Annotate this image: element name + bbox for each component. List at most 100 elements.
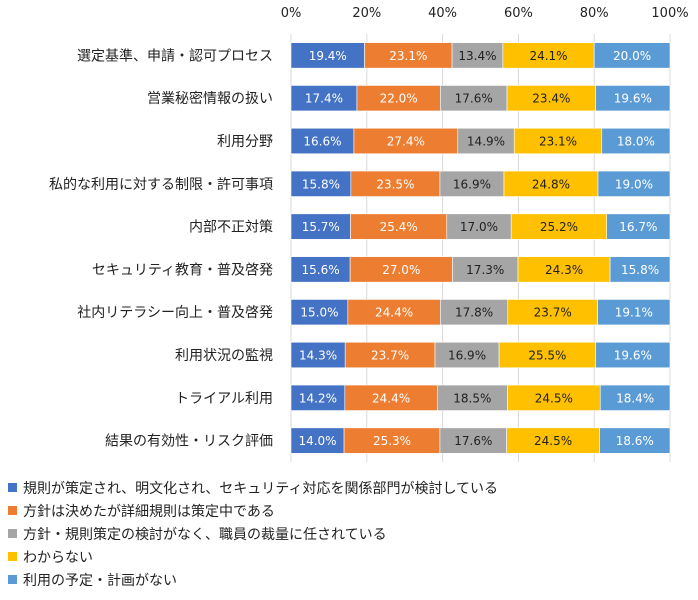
bar-segment	[436, 384, 508, 411]
data-label: 27.0%	[382, 263, 420, 277]
data-label: 16.6%	[303, 135, 341, 149]
data-label: 18.6%	[616, 434, 654, 448]
data-label: 19.6%	[614, 92, 652, 106]
category-label: 内部不正対策	[189, 219, 273, 236]
data-label: 24.4%	[372, 391, 410, 405]
legend: 規則が策定され、明文化され、セキュリティ対応を関係部門が検討している方針は決めた…	[8, 476, 498, 591]
bar-segment	[290, 127, 355, 155]
bar-segment	[609, 256, 671, 283]
category-label: 選定基準、申請・認可プロセス	[77, 47, 273, 64]
data-label: 15.0%	[300, 306, 338, 320]
data-label: 19.4%	[309, 49, 347, 63]
data-label: 24.5%	[535, 391, 573, 405]
bar-segment	[597, 170, 671, 197]
bar-segment	[606, 213, 671, 240]
data-label: 19.0%	[615, 177, 653, 191]
bar-segment	[364, 42, 453, 69]
bar-segment	[290, 384, 346, 411]
data-label: 27.4%	[387, 135, 425, 149]
bar-segment	[513, 127, 603, 155]
bar-segment	[457, 127, 515, 155]
data-label: 23.4%	[532, 92, 570, 106]
data-label: 24.4%	[375, 306, 413, 320]
legend-label: 利用の予定・計画がない	[23, 572, 177, 589]
category-label: 利用分野	[217, 134, 273, 150]
data-label: 24.8%	[532, 177, 570, 191]
legend-item: わからない	[8, 545, 498, 568]
data-label: 15.8%	[621, 263, 659, 277]
bar-segment	[502, 42, 595, 69]
data-label: 15.6%	[301, 263, 339, 277]
data-label: 13.4%	[458, 49, 496, 63]
legend-item: 規則が策定され、明文化され、セキュリティ対応を関係部門が検討している	[8, 476, 498, 499]
bar-segment	[290, 256, 351, 283]
bar-segment	[506, 427, 600, 454]
data-label: 17.8%	[455, 306, 493, 320]
bar-segment	[451, 42, 504, 69]
bar-segment	[440, 299, 509, 326]
x-tick-label: 20%	[352, 6, 381, 21]
bar-segment	[347, 299, 441, 326]
x-tick-label: 80%	[580, 6, 609, 21]
bar-segment	[510, 213, 608, 240]
bar-segment	[344, 384, 438, 411]
data-label: 14.9%	[467, 135, 505, 149]
legend-swatch	[8, 506, 17, 515]
bar-segment	[507, 384, 601, 411]
category-label: 利用状況の監視	[175, 347, 273, 364]
data-label: 23.1%	[539, 135, 577, 149]
legend-item: 方針は決めたが詳細規則は策定中である	[8, 499, 498, 522]
bar-segment	[434, 341, 500, 369]
bar-segment	[290, 170, 352, 197]
data-label: 20.0%	[613, 49, 651, 63]
data-label: 25.4%	[380, 220, 418, 234]
data-label: 24.3%	[545, 263, 583, 277]
legend-swatch	[8, 483, 17, 492]
bar-segment	[503, 170, 599, 197]
data-label: 14.2%	[299, 391, 337, 405]
bar-segment	[290, 85, 358, 112]
x-tick-label: 0%	[281, 6, 302, 21]
data-label: 25.5%	[528, 349, 566, 363]
x-tick-label: 60%	[504, 6, 533, 21]
data-label: 18.0%	[617, 135, 655, 149]
data-label: 18.4%	[616, 391, 654, 405]
data-label: 25.3%	[373, 434, 411, 448]
bar-segment	[601, 127, 671, 155]
data-label: 17.0%	[460, 220, 498, 234]
data-label: 23.7%	[534, 306, 572, 320]
x-tick-label: 100%	[651, 6, 688, 21]
legend-item: 利用の予定・計画がない	[8, 568, 498, 591]
data-label: 16.7%	[619, 220, 657, 234]
category-label: トライアル利用	[175, 391, 273, 407]
data-label: 23.7%	[371, 349, 409, 363]
category-label: 営業秘密情報の扱い	[147, 90, 273, 107]
bar-segment	[595, 85, 671, 112]
data-label: 23.5%	[376, 177, 414, 191]
data-label: 19.1%	[615, 306, 653, 320]
category-label: セキュリティ教育・普及啓発	[92, 262, 273, 278]
bar-segment	[593, 42, 671, 69]
category-label: 結果の有効性・リスク評価	[105, 434, 273, 450]
bar-segment	[290, 299, 349, 326]
bar-segment	[349, 256, 453, 283]
data-label: 22.0%	[380, 92, 418, 106]
data-label: 24.5%	[534, 434, 572, 448]
bar-segment	[597, 299, 671, 326]
x-tick-label: 40%	[428, 6, 457, 21]
data-label: 17.6%	[454, 434, 492, 448]
data-label: 18.5%	[453, 391, 491, 405]
data-label: 17.3%	[466, 263, 504, 277]
data-label: 16.9%	[448, 349, 486, 363]
data-label: 15.8%	[302, 177, 340, 191]
bar-segment	[350, 170, 441, 197]
bar-segment	[595, 341, 671, 369]
legend-label: 方針は決めたが詳細規則は策定中である	[23, 503, 275, 520]
bar-segment	[290, 341, 346, 369]
data-label: 16.9%	[453, 177, 491, 191]
data-label: 15.7%	[302, 220, 340, 234]
bar-segment	[290, 42, 365, 69]
bar-segment	[439, 170, 505, 197]
legend-label: わからない	[23, 549, 93, 566]
